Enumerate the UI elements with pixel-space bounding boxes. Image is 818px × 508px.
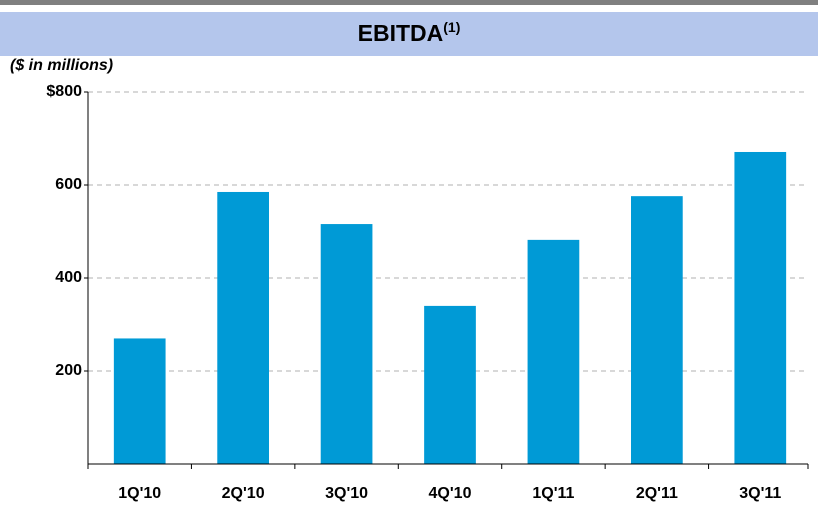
bar [217, 191, 269, 464]
title-bar [0, 12, 818, 56]
x-tick-label: 2Q'10 [222, 485, 265, 502]
y-tick-label: 200 [55, 362, 82, 379]
bar [113, 338, 166, 464]
top-rule [0, 0, 818, 5]
bar [527, 239, 580, 464]
y-tick-label: $800 [46, 83, 82, 100]
x-tick-label: 3Q'11 [739, 485, 781, 502]
bar [320, 224, 373, 464]
x-tick-label: 4Q'10 [429, 485, 472, 502]
y-tick-label: 400 [55, 269, 82, 286]
x-tick-label: 3Q'10 [325, 485, 368, 502]
x-tick-label: 1Q'10 [118, 485, 161, 502]
subtitle: ($ in millions) [10, 57, 113, 74]
bar [734, 151, 787, 465]
bar [631, 196, 683, 464]
x-tick-label: 1Q'11 [532, 485, 574, 502]
title-footnote: (1) [443, 19, 460, 35]
y-tick-label: 600 [55, 176, 82, 193]
x-tick-label: 2Q'11 [636, 485, 678, 502]
chart-title: EBITDA(1) [358, 19, 461, 46]
bar [424, 305, 476, 464]
title-text: EBITDA [358, 20, 444, 46]
